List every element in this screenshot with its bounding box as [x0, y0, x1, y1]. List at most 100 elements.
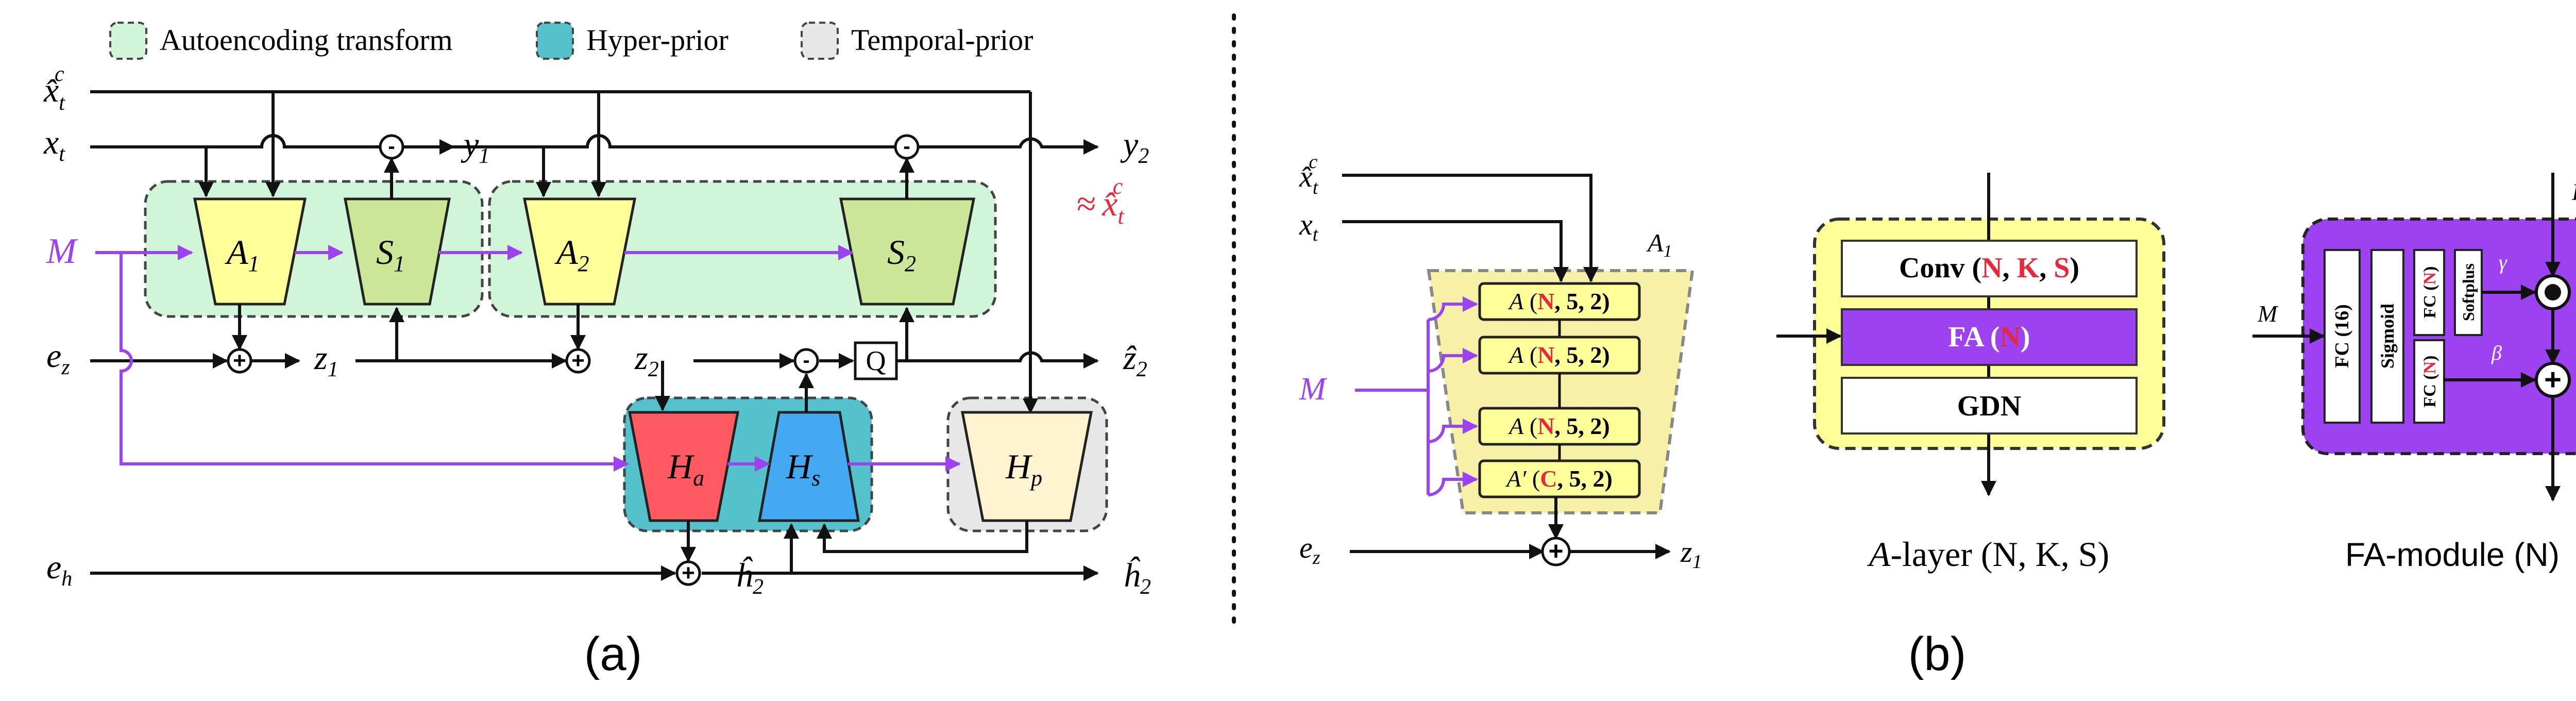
svg-text:Sigmoid: Sigmoid — [2377, 304, 2398, 369]
a1-label: A1 — [225, 232, 260, 276]
fa-fc-beta: FC (N) — [2413, 339, 2445, 424]
svg-text:+: + — [233, 348, 246, 373]
ha-label: Ha — [667, 447, 704, 491]
fa-beta-label: β — [2491, 341, 2502, 364]
y2-label: y2 — [1120, 126, 1149, 168]
svg-text:-: - — [388, 135, 395, 158]
minus2-node: - — [894, 134, 920, 160]
encoder-a1-title: A1 — [1646, 228, 1672, 261]
input-m-label: M — [46, 231, 78, 271]
panel-b: A1 x̂tc xt M ez z1 A (N, 5, 2) A (N, 5, … — [1299, 151, 2576, 680]
fa-softplus: Softplus — [2454, 249, 2483, 336]
hp-block — [960, 411, 1093, 522]
encoder-xhat-line — [1342, 174, 1599, 282]
svg-text:+: + — [682, 560, 695, 586]
svg-text:A (N, 5, 2): A (N, 5, 2) — [1507, 342, 1610, 368]
svg-text:+: + — [2544, 363, 2562, 396]
minus1-node: - — [379, 134, 404, 160]
s2-label: S2 — [887, 232, 916, 276]
hhat2-label: ĥ2 — [736, 557, 764, 599]
adder3-node: + — [675, 560, 701, 586]
z2-label: z2 — [634, 339, 659, 381]
encoder-m-branch-4 — [1428, 472, 1478, 496]
ha-block — [628, 411, 740, 522]
fa-multiply-node — [2535, 274, 2571, 310]
encoder-layer-4: A′ (C, 5, 2) — [1478, 459, 1641, 498]
encoder-layer-1: A (N, 5, 2) — [1478, 282, 1641, 321]
a2-label: A2 — [554, 232, 589, 276]
encoder-layer-2: A (N, 5, 2) — [1478, 336, 1641, 375]
hs-block — [758, 411, 860, 522]
hp-to-hs — [817, 521, 1028, 553]
encoder-m-branch-3 — [1428, 419, 1478, 443]
svg-text:+: + — [571, 348, 585, 373]
encoder-z1-label: z1 — [1680, 535, 1702, 573]
s1-block — [343, 197, 451, 306]
encoder-m-branch-1 — [1428, 296, 1478, 321]
quantizer-label: Q — [866, 345, 886, 376]
z1-label: z1 — [314, 339, 338, 381]
encoder-layer-3: A (N, 5, 2) — [1478, 407, 1641, 446]
svg-text:+: + — [1548, 537, 1563, 565]
s1-label: S1 — [376, 232, 405, 276]
encoder-m-trunk — [1355, 320, 1430, 495]
hs-label: Hs — [786, 447, 820, 491]
a-layer-caption: A-layer (N, K, S) — [1867, 535, 2109, 574]
legend-swatch-autoencoding — [109, 22, 147, 60]
svg-text:FA (N): FA (N) — [1948, 321, 2030, 353]
fa-m-label: M — [2257, 301, 2279, 327]
legend-label-autoencoding: Autoencoding transform — [160, 23, 453, 57]
fa-gamma-label: γ — [2499, 251, 2507, 274]
s2-block — [839, 197, 976, 306]
svg-text:FC (N): FC (N) — [2420, 266, 2439, 318]
adder2-node: + — [565, 348, 591, 374]
svg-text:-: - — [903, 135, 910, 158]
a2-block — [522, 197, 637, 306]
svg-text:FC (16): FC (16) — [2331, 304, 2353, 368]
legend-label-temporal-prior: Temporal-prior — [851, 23, 1033, 57]
input-x-label: xt — [43, 124, 65, 166]
input-ez-label: ez — [46, 337, 70, 379]
minus3-node: - — [793, 348, 819, 374]
fa-fc-gamma: FC (N) — [2413, 249, 2445, 336]
svg-text:GDN: GDN — [1957, 390, 2021, 422]
svg-text:Softplus: Softplus — [2459, 263, 2478, 321]
input-eh-label: eh — [46, 548, 72, 591]
a1-block — [193, 197, 307, 306]
encoder-ez-label: ez — [1299, 531, 1320, 569]
adder1-node: + — [227, 348, 252, 374]
quantizer-box — [854, 341, 898, 380]
approx-label: ≈ x̂tc — [1077, 174, 1125, 229]
legend: Autoencoding transform Hyper-prior Tempo… — [109, 22, 1033, 60]
panel-a-caption: (a) — [584, 628, 642, 680]
zhat2-line — [896, 351, 1099, 369]
a-layer-conv: Conv (N, K, S) — [1841, 240, 2138, 297]
y1-label: y1 — [461, 126, 489, 168]
legend-swatch-temporal-prior — [801, 22, 839, 60]
fa-module-caption: FA-module (N) — [2345, 536, 2560, 573]
fa-f-label: F — [2571, 179, 2576, 205]
panel-a: x̂tc xt M ez eh A1 S1 A2 S2 — [43, 62, 1151, 680]
input-xhat-label: x̂tc — [43, 62, 65, 115]
hp-label: Hp — [1005, 447, 1042, 491]
m-line-down — [120, 253, 629, 472]
panel-b-caption: (b) — [1908, 628, 1966, 680]
svg-text:A (N, 5, 2): A (N, 5, 2) — [1507, 288, 1610, 314]
encoder-m-branch-2 — [1428, 348, 1478, 373]
hhat2-out-label: ĥ2 — [1123, 557, 1151, 599]
fa-sigmoid: Sigmoid — [2370, 249, 2404, 424]
fa-add-node: + — [2535, 362, 2571, 398]
legend-swatch-hyper-prior — [536, 22, 574, 60]
legend-label-hyper-prior: Hyper-prior — [586, 23, 728, 57]
a-layer-gdn: GDN — [1841, 377, 2138, 435]
encoder-adder-node: + — [1541, 537, 1571, 566]
encoder-m-label: M — [1299, 372, 1328, 407]
zhat2-label: ẑ2 — [1123, 339, 1147, 381]
a-layer-fa: FA (N) — [1841, 308, 2138, 366]
encoder-x-line — [1342, 220, 1569, 282]
svg-text:A (N, 5, 2): A (N, 5, 2) — [1507, 413, 1610, 439]
svg-text:-: - — [803, 349, 809, 372]
encoder-x-label: xt — [1299, 208, 1319, 245]
fa-fc16: FC (16) — [2324, 249, 2361, 424]
